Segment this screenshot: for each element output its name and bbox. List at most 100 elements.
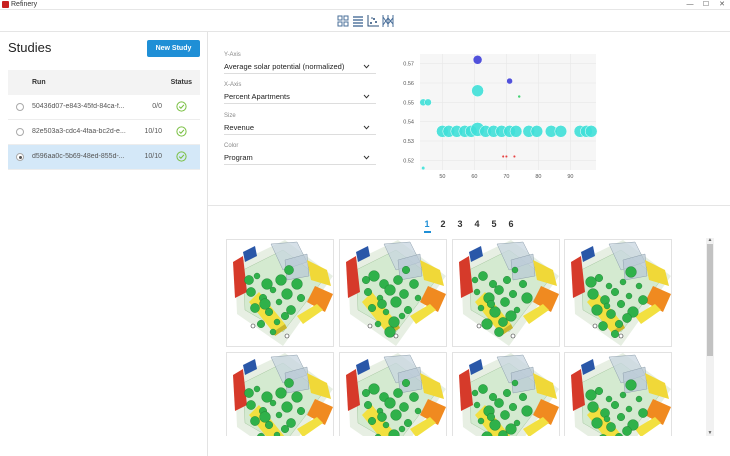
app-logo-icon	[2, 1, 9, 8]
new-study-button[interactable]: New Study	[147, 40, 200, 57]
y-tick-label: 0.53	[403, 139, 414, 145]
x-tick-label: 60	[471, 174, 477, 180]
run-row-selected[interactable]: d596aa0c-5b69-48ed-855d-... 10/10	[8, 145, 200, 170]
x-axis-value: Percent Apartments	[224, 92, 290, 101]
active-page-indicator	[424, 231, 431, 233]
runs-table-header: Run Status	[8, 70, 200, 95]
massing-render	[571, 240, 671, 346]
design-thumbnail[interactable]	[564, 352, 672, 436]
design-thumbnail[interactable]	[452, 352, 560, 436]
check-circle-icon	[176, 126, 187, 137]
view-toolbar	[0, 10, 730, 32]
run-count: 0/0	[152, 103, 162, 110]
chevron-down-icon	[363, 125, 370, 130]
run-id: d596aa0c-5b69-48ed-855d-...	[32, 153, 125, 160]
chevron-down-icon	[363, 94, 370, 99]
run-count: 10/10	[144, 128, 162, 135]
design-thumbnail[interactable]	[452, 239, 560, 347]
design-thumbnail[interactable]	[226, 352, 334, 436]
data-point[interactable]	[501, 154, 505, 159]
grid-view-button[interactable]	[336, 14, 350, 28]
size-dropdown[interactable]: Revenue	[224, 123, 376, 135]
parallel-coordinates-icon	[382, 15, 394, 27]
run-id: 50436d07-e843-45fd-84ca-f...	[32, 103, 125, 110]
data-point[interactable]	[530, 125, 544, 138]
x-tick-label: 90	[567, 174, 573, 180]
run-radio[interactable]	[16, 103, 24, 111]
design-thumbnail[interactable]	[339, 239, 447, 347]
color-label: Color	[224, 143, 239, 149]
data-point[interactable]	[512, 154, 516, 159]
page-3[interactable]: 3	[457, 219, 463, 229]
design-thumbnail[interactable]	[226, 239, 334, 347]
page-6[interactable]: 6	[508, 219, 514, 229]
chevron-down-icon	[363, 155, 370, 160]
plot-area	[420, 54, 596, 170]
scatter-plot[interactable]: 50 60 70 80 90 0.57 0.56 0.55 0.54 0.53 0.52	[392, 50, 600, 182]
data-point[interactable]	[517, 94, 521, 99]
run-row[interactable]: 82e503a3-cdc4-4faa-bc2d-e... 10/10	[8, 120, 200, 145]
parallel-view-button[interactable]	[381, 14, 395, 28]
scroll-down-arrow[interactable]: ▼	[707, 430, 713, 436]
color-dropdown[interactable]: Program	[224, 153, 376, 165]
x-axis-label: X-Axis	[224, 82, 242, 88]
page-5[interactable]: 5	[491, 219, 497, 229]
x-axis-dropdown[interactable]: Percent Apartments	[224, 92, 376, 104]
design-gallery	[208, 236, 702, 436]
data-point[interactable]	[509, 125, 523, 138]
studies-panel: Studies New Study Run Status 50436d07-e8…	[0, 32, 208, 456]
scatter-view-button[interactable]	[366, 14, 380, 28]
data-point[interactable]	[471, 84, 484, 97]
massing-render	[571, 353, 671, 436]
y-axis-label: Y-Axis	[224, 52, 241, 58]
data-point[interactable]	[472, 55, 483, 65]
data-point[interactable]	[504, 154, 508, 159]
run-row[interactable]: 50436d07-e843-45fd-84ca-f... 0/0	[8, 95, 200, 120]
y-tick-label: 0.56	[403, 81, 414, 87]
list-view-button[interactable]	[351, 14, 365, 28]
massing-render	[233, 240, 333, 346]
minimize-button[interactable]: —	[686, 1, 694, 8]
design-thumbnail[interactable]	[339, 352, 447, 436]
massing-render	[459, 353, 559, 436]
status-column-header: Status	[170, 79, 192, 86]
size-label: Size	[224, 113, 236, 119]
design-thumbnail[interactable]	[564, 239, 672, 347]
app-title: Refinery	[11, 1, 38, 8]
close-button[interactable]: ✕	[719, 1, 725, 8]
size-value: Revenue	[224, 123, 255, 132]
data-point[interactable]	[554, 125, 568, 138]
x-axis-control: X-Axis Percent Apartments	[224, 82, 376, 104]
title-bar: Refinery — ☐ ✕	[0, 0, 730, 10]
color-value: Program	[224, 153, 253, 162]
y-axis-control: Y-Axis Average solar potential (normaliz…	[224, 52, 376, 74]
runs-table: Run Status 50436d07-e843-45fd-84ca-f... …	[8, 70, 200, 170]
run-radio[interactable]	[16, 128, 24, 136]
data-point[interactable]	[421, 166, 426, 171]
chevron-down-icon	[363, 64, 370, 69]
check-circle-icon	[176, 101, 187, 112]
scrollbar-thumb[interactable]	[707, 244, 713, 356]
run-count: 10/10	[144, 153, 162, 160]
massing-render	[233, 353, 333, 436]
check-circle-icon	[176, 151, 187, 162]
scroll-up-arrow[interactable]: ▲	[707, 237, 713, 243]
page-1[interactable]: 1	[424, 219, 430, 229]
grid-icon	[337, 15, 349, 27]
page-4[interactable]: 4	[474, 219, 480, 229]
run-radio-selected[interactable]	[16, 153, 24, 161]
page-2[interactable]: 2	[440, 219, 446, 229]
data-point[interactable]	[506, 77, 513, 85]
y-tick-label: 0.57	[403, 62, 414, 68]
y-tick-label: 0.52	[403, 158, 414, 164]
color-control: Color Program	[224, 143, 376, 165]
studies-title: Studies	[8, 40, 52, 55]
run-id: 82e503a3-cdc4-4faa-bc2d-e...	[32, 128, 126, 135]
maximize-button[interactable]: ☐	[702, 1, 710, 8]
data-point[interactable]	[424, 98, 432, 107]
y-axis-dropdown[interactable]: Average solar potential (normalized)	[224, 62, 376, 74]
massing-render	[346, 240, 446, 346]
massing-render	[346, 353, 446, 436]
data-point[interactable]	[584, 125, 598, 138]
y-tick-label: 0.54	[403, 120, 414, 126]
